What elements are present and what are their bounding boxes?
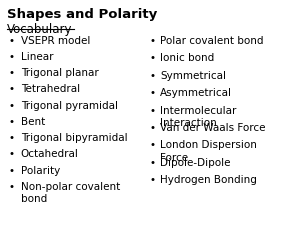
Text: •: • bbox=[150, 140, 156, 151]
Text: Dipole-Dipole: Dipole-Dipole bbox=[160, 158, 231, 168]
Text: •: • bbox=[9, 52, 15, 62]
Text: Polarity: Polarity bbox=[21, 166, 60, 176]
Text: Symmetrical: Symmetrical bbox=[160, 71, 226, 81]
Text: Asymmetrical: Asymmetrical bbox=[160, 88, 232, 98]
Text: •: • bbox=[150, 123, 156, 133]
Text: •: • bbox=[150, 53, 156, 63]
Text: Octahedral: Octahedral bbox=[21, 149, 79, 159]
Text: •: • bbox=[150, 106, 156, 116]
Text: Ionic bond: Ionic bond bbox=[160, 53, 215, 63]
Text: •: • bbox=[9, 149, 15, 159]
Text: Bent: Bent bbox=[21, 117, 45, 127]
Text: •: • bbox=[9, 117, 15, 127]
Text: Tetrahedral: Tetrahedral bbox=[21, 85, 80, 94]
Text: VSEPR model: VSEPR model bbox=[21, 36, 90, 46]
Text: Van der Waals Force: Van der Waals Force bbox=[160, 123, 266, 133]
Text: Hydrogen Bonding: Hydrogen Bonding bbox=[160, 176, 257, 185]
Text: Vocabulary: Vocabulary bbox=[7, 22, 73, 36]
Text: •: • bbox=[150, 36, 156, 46]
Text: Trigonal bipyramidal: Trigonal bipyramidal bbox=[21, 133, 127, 143]
Text: •: • bbox=[150, 88, 156, 98]
Text: Intermolecular
Interaction: Intermolecular Interaction bbox=[160, 106, 237, 128]
Text: •: • bbox=[9, 182, 15, 192]
Text: •: • bbox=[150, 176, 156, 185]
Text: Shapes and Polarity: Shapes and Polarity bbox=[7, 8, 158, 21]
Text: London Dispersion
Force: London Dispersion Force bbox=[160, 140, 257, 163]
Text: Trigonal planar: Trigonal planar bbox=[21, 68, 98, 78]
Text: Polar covalent bond: Polar covalent bond bbox=[160, 36, 264, 46]
Text: Trigonal pyramidal: Trigonal pyramidal bbox=[21, 101, 118, 111]
Text: •: • bbox=[9, 85, 15, 94]
Text: Non-polar covalent
bond: Non-polar covalent bond bbox=[21, 182, 120, 204]
Text: •: • bbox=[9, 133, 15, 143]
Text: •: • bbox=[9, 68, 15, 78]
Text: •: • bbox=[9, 36, 15, 46]
Text: •: • bbox=[9, 101, 15, 111]
Text: •: • bbox=[150, 158, 156, 168]
Text: •: • bbox=[9, 166, 15, 176]
Text: •: • bbox=[150, 71, 156, 81]
Text: Linear: Linear bbox=[21, 52, 53, 62]
